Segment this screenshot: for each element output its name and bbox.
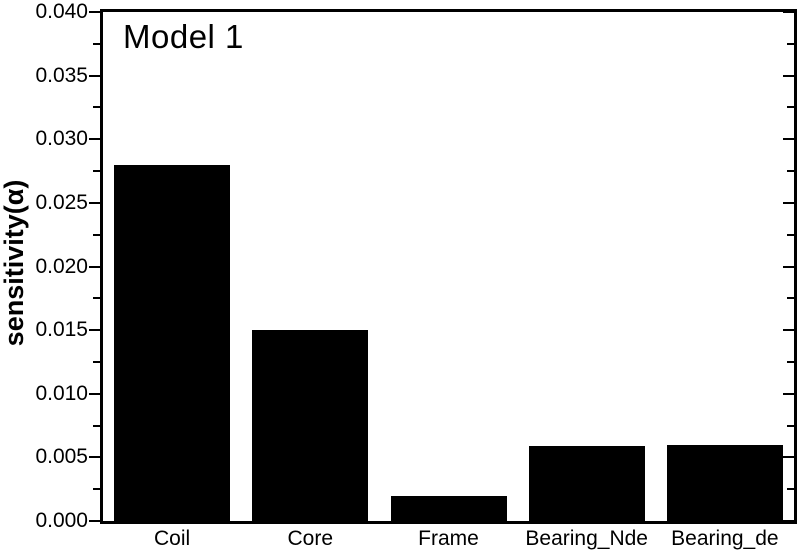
y-minor-tick (787, 170, 794, 173)
bar-core (252, 330, 369, 521)
y-minor-tick (787, 297, 794, 300)
y-minor-tick (787, 106, 794, 109)
y-minor-tick (93, 360, 100, 363)
y-major-tick (89, 520, 100, 522)
bar-bearing_de (666, 444, 783, 521)
y-major-tick (89, 329, 100, 332)
y-tick-label: 0.015 (35, 318, 88, 342)
y-tick-label: 0.040 (35, 0, 88, 23)
y-major-tick (783, 265, 794, 268)
bar-bearing_nde (528, 445, 645, 521)
y-major-tick (89, 392, 100, 395)
y-minor-tick (93, 488, 100, 491)
plot-area: Model 1 (100, 9, 797, 524)
y-tick-label: 0.030 (35, 127, 88, 151)
y-minor-tick (93, 106, 100, 109)
y-minor-tick (93, 170, 100, 173)
chart-title-annotation: Model 1 (123, 18, 244, 55)
y-major-tick (783, 329, 794, 332)
y-major-tick (89, 138, 100, 141)
y-minor-tick (787, 360, 794, 363)
y-major-tick (783, 201, 794, 204)
y-major-tick (89, 74, 100, 77)
y-minor-tick (93, 233, 100, 236)
x-tick-label: Bearing_de (671, 527, 779, 550)
x-tick-label: Bearing_Nde (525, 527, 648, 550)
y-tick-label: 0.025 (35, 190, 88, 214)
x-tick-label: Frame (418, 527, 479, 550)
y-major-tick (89, 11, 100, 13)
y-major-tick (783, 520, 794, 522)
y-minor-tick (787, 233, 794, 236)
y-major-tick (89, 201, 100, 204)
x-tick-label: Coil (154, 527, 191, 550)
y-major-tick (783, 456, 794, 459)
y-major-tick (783, 74, 794, 77)
y-tick-label: 0.005 (35, 445, 88, 469)
y-minor-tick (93, 424, 100, 427)
y-tick-label: 0.000 (35, 509, 88, 532)
y-tick-label: 0.010 (35, 381, 88, 405)
bar-coil (114, 164, 231, 521)
y-major-tick (783, 11, 794, 13)
y-tick-label: 0.035 (35, 63, 88, 87)
y-minor-tick (93, 42, 100, 45)
x-tick-label: Core (287, 527, 334, 550)
y-major-tick (89, 265, 100, 268)
bar-frame (390, 495, 507, 521)
y-minor-tick (787, 42, 794, 45)
y-major-tick (783, 392, 794, 395)
y-major-tick (783, 138, 794, 141)
y-major-tick (89, 456, 100, 459)
y-minor-tick (93, 297, 100, 300)
y-minor-tick (787, 424, 794, 427)
y-minor-tick (787, 488, 794, 491)
y-tick-label: 0.020 (35, 254, 88, 278)
